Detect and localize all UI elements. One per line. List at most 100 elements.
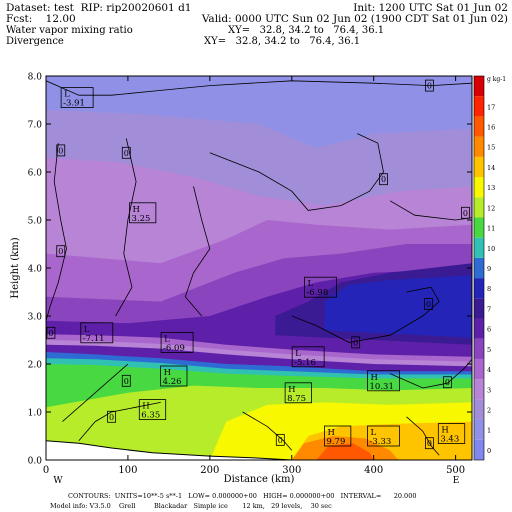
extremum-value: -6.98	[306, 288, 328, 298]
zero-value: 0	[124, 149, 129, 158]
high-label: H8.75	[284, 382, 312, 404]
zero-contour-label: 0	[443, 376, 452, 389]
colorbar-unit: g kg-1	[487, 76, 506, 83]
colorbar-label: 2	[487, 406, 491, 414]
zero-contour-label: 0	[351, 336, 361, 349]
zero-value: 0	[381, 175, 386, 184]
label-box	[304, 276, 337, 298]
label-box	[424, 437, 434, 450]
label-box	[60, 87, 94, 108]
zero-contour-label: 0	[56, 245, 66, 258]
field2-label: Divergence	[6, 36, 64, 47]
colorbar-swatch	[474, 156, 484, 178]
colorbar-label: 8	[487, 285, 491, 293]
extremum-value: -6.09	[163, 343, 185, 353]
extremum-value: 3.43	[440, 435, 459, 445]
x-tick-label: 200	[200, 465, 219, 476]
colorbar-swatch	[474, 257, 484, 279]
low-label: L-5.16	[291, 346, 325, 368]
zero-contour-label: 0	[56, 144, 66, 157]
extremum-letter: H	[288, 385, 295, 395]
low-label: L-3.91	[60, 87, 94, 109]
terrain-mask	[46, 440, 472, 460]
colorbar-swatch	[474, 237, 484, 258]
label-box	[379, 173, 388, 186]
extremum-letter: H	[441, 426, 448, 436]
zero-contour-label: 0	[121, 146, 131, 159]
zero-contour-label: 0	[461, 206, 470, 219]
label-box	[437, 423, 466, 445]
colorbar-swatch	[474, 399, 484, 420]
zero-value: 0	[445, 378, 450, 387]
valid-time-label: Valid: 0000 UTC Sun 02 Jun 02 (1900 CDT …	[201, 13, 508, 25]
zero-value: 0	[427, 82, 432, 91]
label-box	[80, 322, 114, 344]
colorbar-label: 3	[487, 386, 491, 394]
y-tick-label: 5.0	[28, 217, 43, 227]
colorbar-swatch	[474, 76, 484, 97]
high-label: H6.35	[138, 399, 167, 421]
label-box	[107, 410, 116, 423]
zero-contour-label: 0	[121, 374, 131, 387]
colorbar-swatch	[474, 318, 484, 339]
extremum-value: -3.33	[370, 437, 392, 447]
extremum-letter: H	[132, 205, 139, 215]
axes: 0 100 200 300 400 500 0.0 1.0 2.0 3.0 4.0 5.0 6.0 7.0…	[10, 73, 472, 486]
field2-xsec-endpoints: XY= 32.8, 34.2 to 76.4, 36.1	[204, 36, 361, 47]
colorbar-frame	[473, 75, 485, 461]
low-label: L-7.11	[80, 322, 114, 344]
colorbar-label: 9	[487, 265, 491, 273]
extremum-letter: L	[64, 90, 70, 100]
label-box	[46, 326, 56, 339]
x-tick-label: 300	[282, 465, 301, 476]
label-box	[424, 79, 434, 92]
contour-info: CONTOURS: UNITS=10**-5 s**-1 LOW= 0.0000…	[68, 492, 417, 500]
zero-contour-label: 0	[107, 410, 116, 423]
colorbar-swatch	[474, 298, 484, 319]
high-label: H10.31	[367, 370, 400, 392]
colorbar-swatch	[474, 338, 484, 359]
colorbar-label: 6	[487, 326, 491, 334]
extremum-letter: H	[371, 373, 378, 383]
colorbar-label: 10	[487, 245, 495, 253]
extremum-value: -7.11	[83, 334, 105, 344]
xsec-east-label: E	[453, 476, 460, 486]
divergence-contour	[46, 80, 472, 96]
zero-value: 0	[427, 439, 432, 448]
colorbar-label: 1	[487, 427, 491, 435]
y-tick-label: 1.0	[28, 409, 43, 419]
colorbar-swatch	[474, 217, 484, 238]
label-box	[351, 336, 361, 349]
colorbar-swatch	[474, 96, 484, 117]
mixing-ratio-fill	[46, 76, 472, 460]
colorbar-label: 13	[487, 184, 495, 192]
low-label: L-6.98	[304, 276, 337, 298]
label-box	[367, 425, 400, 447]
forecast-hour-label: Fcst: 12.00	[6, 13, 76, 25]
colorbar-swatch	[474, 278, 484, 299]
high-label: H4.26	[160, 365, 188, 387]
colorbar-label: 0	[487, 447, 491, 455]
divergence-contour	[242, 411, 293, 451]
extremum-value: -5.16	[294, 358, 316, 368]
zero-contour-label: 0	[424, 437, 434, 450]
field1-label: Water vapor mixing ratio	[6, 25, 133, 36]
extremum-letter: L	[307, 279, 313, 289]
y-axis-title: Height (km)	[10, 237, 21, 298]
divergence-contour	[291, 286, 440, 343]
high-label: H3.25	[129, 202, 157, 224]
zero-value: 0	[278, 436, 283, 445]
extremum-letter: H	[327, 428, 334, 438]
low-label: L-3.33	[367, 425, 400, 447]
zero-contour-label: 0	[379, 173, 388, 186]
divergence-contour	[115, 138, 137, 317]
extremum-letter: L	[371, 428, 377, 438]
colorbar-label: 16	[487, 124, 495, 132]
colorbar-label: 11	[487, 225, 495, 233]
divergence-contour	[389, 358, 472, 389]
label-box	[424, 298, 433, 310]
label-box	[56, 144, 66, 157]
model-info: Model info: V3.5.0 Grell Blackadar Simpl…	[50, 502, 332, 510]
